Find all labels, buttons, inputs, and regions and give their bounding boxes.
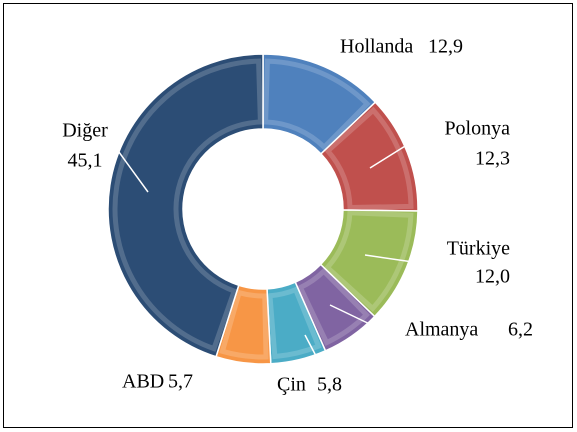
value-label: 6,2 <box>508 319 533 341</box>
category-label: Almanya <box>405 319 478 341</box>
slice-bevel <box>267 286 322 360</box>
leader-line <box>115 147 149 193</box>
leader-line <box>369 142 411 169</box>
leader-line <box>304 334 326 374</box>
value-label: 5,7 <box>168 371 193 393</box>
slice-bevel <box>112 58 263 352</box>
category-label: Çin <box>277 374 306 396</box>
slice-bevel <box>297 267 371 346</box>
value-label: 12,9 <box>428 36 463 58</box>
category-label: Türkiye <box>447 238 510 260</box>
donut-slice <box>107 53 264 358</box>
category-label: Hollanda <box>340 36 413 58</box>
leader-line <box>329 304 379 329</box>
value-label: 12,0 <box>475 266 510 288</box>
value-label: 12,3 <box>475 148 510 170</box>
slice-bevel <box>323 210 414 312</box>
category-label: Polonya <box>444 118 510 140</box>
leader-line <box>364 254 414 263</box>
slice-bevel <box>263 58 371 151</box>
category-label: ABD <box>122 371 164 393</box>
slice-bevel <box>219 289 269 360</box>
value-label: 5,8 <box>317 374 342 396</box>
category-label: Diğer <box>62 120 108 142</box>
slice-bevel <box>324 106 414 211</box>
value-label: 45,1 <box>68 150 103 172</box>
